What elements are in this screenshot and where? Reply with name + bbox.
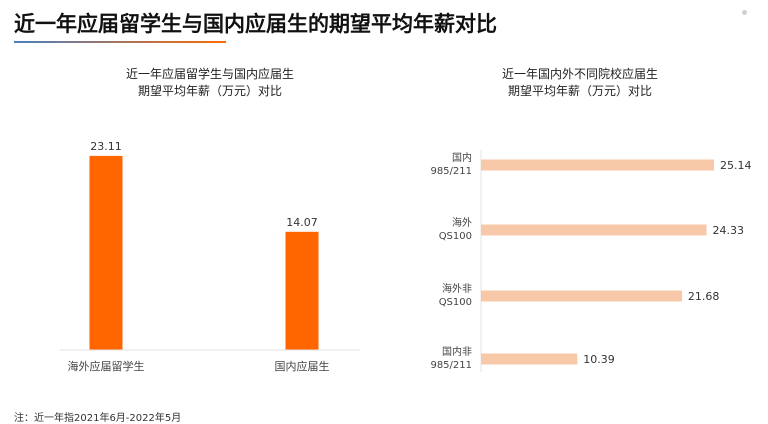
left-chart-title-line-2: 期望平均年薪（万元）对比 — [137, 84, 282, 98]
left-bar-1 — [89, 155, 123, 350]
right-category-label-1-line-1: 国内 — [452, 151, 472, 164]
left-bar-value-label-2: 14.07 — [286, 216, 318, 229]
right-category-label-2-line-2: QS100 — [439, 231, 472, 242]
right-category-label-1-line-2: 985/211 — [430, 166, 472, 177]
right-bar-1 — [481, 159, 714, 171]
right-bar-2 — [481, 224, 707, 236]
right-bar-value-label-1: 25.14 — [720, 159, 752, 172]
left-category-label-2: 国内应届生 — [275, 359, 330, 373]
left-chart-title: 近一年应届留学生与国内应届生 期望平均年薪（万元）对比 — [60, 66, 360, 100]
right-chart-title-line-1: 近一年国内外不同院校应届生 — [501, 67, 658, 81]
right-bar-3 — [481, 290, 682, 302]
page-title: 近一年应届留学生与国内应届生的期望平均年薪对比 — [14, 12, 497, 36]
left-bar-value-label-1: 23.11 — [90, 140, 122, 153]
right-bar-value-label-3: 21.68 — [688, 290, 720, 303]
left-bar-2 — [285, 231, 319, 350]
right-bar-value-label-2: 24.33 — [712, 224, 744, 237]
right-category-label-3-line-1: 海外非 — [442, 282, 472, 295]
right-category-label-4-line-2: 985/211 — [430, 360, 472, 371]
right-chart-title: 近一年国内外不同院校应届生 期望平均年薪（万元）对比 — [430, 66, 730, 100]
corner-dot — [742, 10, 747, 15]
right-chart-title-line-2: 期望平均年薪（万元）对比 — [507, 84, 652, 98]
left-category-label-1: 海外应届留学生 — [68, 359, 145, 373]
right-category-label-4-line-1: 国内非 — [442, 345, 472, 358]
right-category-label-2-line-1: 海外 — [452, 216, 472, 229]
left-chart-title-line-1: 近一年应届留学生与国内应届生 — [125, 67, 294, 81]
footnote: 注：近一年指2021年6月-2022年5月 — [14, 413, 182, 424]
right-bar-4 — [481, 353, 578, 365]
title-underline — [14, 41, 226, 43]
right-category-label-3-line-2: QS100 — [439, 297, 472, 308]
right-bar-value-label-4: 10.39 — [583, 353, 615, 366]
